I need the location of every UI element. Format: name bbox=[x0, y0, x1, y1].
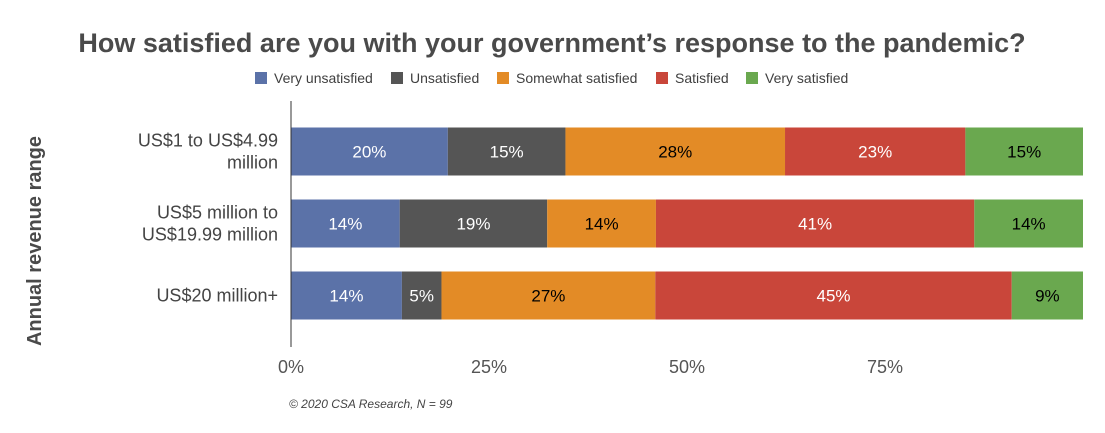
bar-segment bbox=[399, 199, 548, 248]
legend-label: Very unsatisfied bbox=[274, 70, 373, 86]
x-axis-ticks: 0% 25% 50% 75% bbox=[278, 357, 903, 377]
data-label: 14% bbox=[329, 287, 363, 306]
bar-segment bbox=[974, 199, 1083, 248]
bar-segment bbox=[291, 199, 400, 248]
legend-swatch bbox=[746, 72, 758, 84]
bar-segment bbox=[655, 271, 1012, 320]
legend-label: Somewhat satisfied bbox=[516, 70, 637, 86]
legend-swatch bbox=[656, 72, 668, 84]
bar-segment bbox=[785, 127, 966, 176]
legend-label: Very satisfied bbox=[765, 70, 848, 86]
bars: 20% 15% 28% 23% 15% 14% 19% 14% 41% 14% 14% 5% 27% 45… bbox=[291, 127, 1083, 320]
legend-label: Satisfied bbox=[675, 70, 729, 86]
data-label: 14% bbox=[585, 215, 619, 234]
bar-segment bbox=[441, 271, 656, 320]
bar-segment bbox=[965, 127, 1083, 176]
data-label: 28% bbox=[658, 143, 692, 162]
x-tick-label: 75% bbox=[867, 357, 903, 377]
category-label: US$5 million to bbox=[157, 203, 278, 223]
category-label: US$1 to US$4.99 bbox=[138, 131, 278, 151]
data-label: 19% bbox=[456, 215, 490, 234]
data-label: 23% bbox=[858, 143, 892, 162]
x-tick-label: 50% bbox=[669, 357, 705, 377]
x-tick-label: 0% bbox=[278, 357, 304, 377]
data-label: 20% bbox=[352, 143, 386, 162]
bar-segment bbox=[565, 127, 786, 176]
data-label: 5% bbox=[409, 287, 434, 306]
category-label: US$19.99 million bbox=[142, 225, 278, 245]
data-label: 14% bbox=[1012, 215, 1046, 234]
bar-segment bbox=[291, 271, 402, 320]
data-label: 41% bbox=[798, 215, 832, 234]
legend-swatch bbox=[255, 72, 267, 84]
category-label: million bbox=[227, 153, 278, 173]
legend-swatch bbox=[391, 72, 403, 84]
data-label: 45% bbox=[817, 287, 851, 306]
y-axis-label: Annual revenue range bbox=[24, 136, 46, 346]
category-label: US$20 million+ bbox=[156, 286, 278, 306]
data-label: 9% bbox=[1035, 287, 1060, 306]
chart-title: How satisfied are you with your governme… bbox=[78, 28, 1025, 58]
legend-label: Unsatisfied bbox=[410, 70, 479, 86]
bar-segment bbox=[447, 127, 566, 176]
bar-segment bbox=[655, 199, 975, 248]
footnote: © 2020 CSA Research, N = 99 bbox=[289, 397, 453, 411]
bar-segment bbox=[547, 199, 656, 248]
data-label: 27% bbox=[531, 287, 565, 306]
legend-swatch bbox=[497, 72, 509, 84]
bar-segment bbox=[291, 127, 448, 176]
data-label: 15% bbox=[490, 143, 524, 162]
x-tick-label: 25% bbox=[471, 357, 507, 377]
data-label: 15% bbox=[1007, 143, 1041, 162]
bar-segment bbox=[401, 271, 442, 320]
bar-segment bbox=[1011, 271, 1083, 320]
legend: Very unsatisfied Unsatisfied Somewhat sati… bbox=[255, 70, 848, 86]
data-label: 14% bbox=[328, 215, 362, 234]
